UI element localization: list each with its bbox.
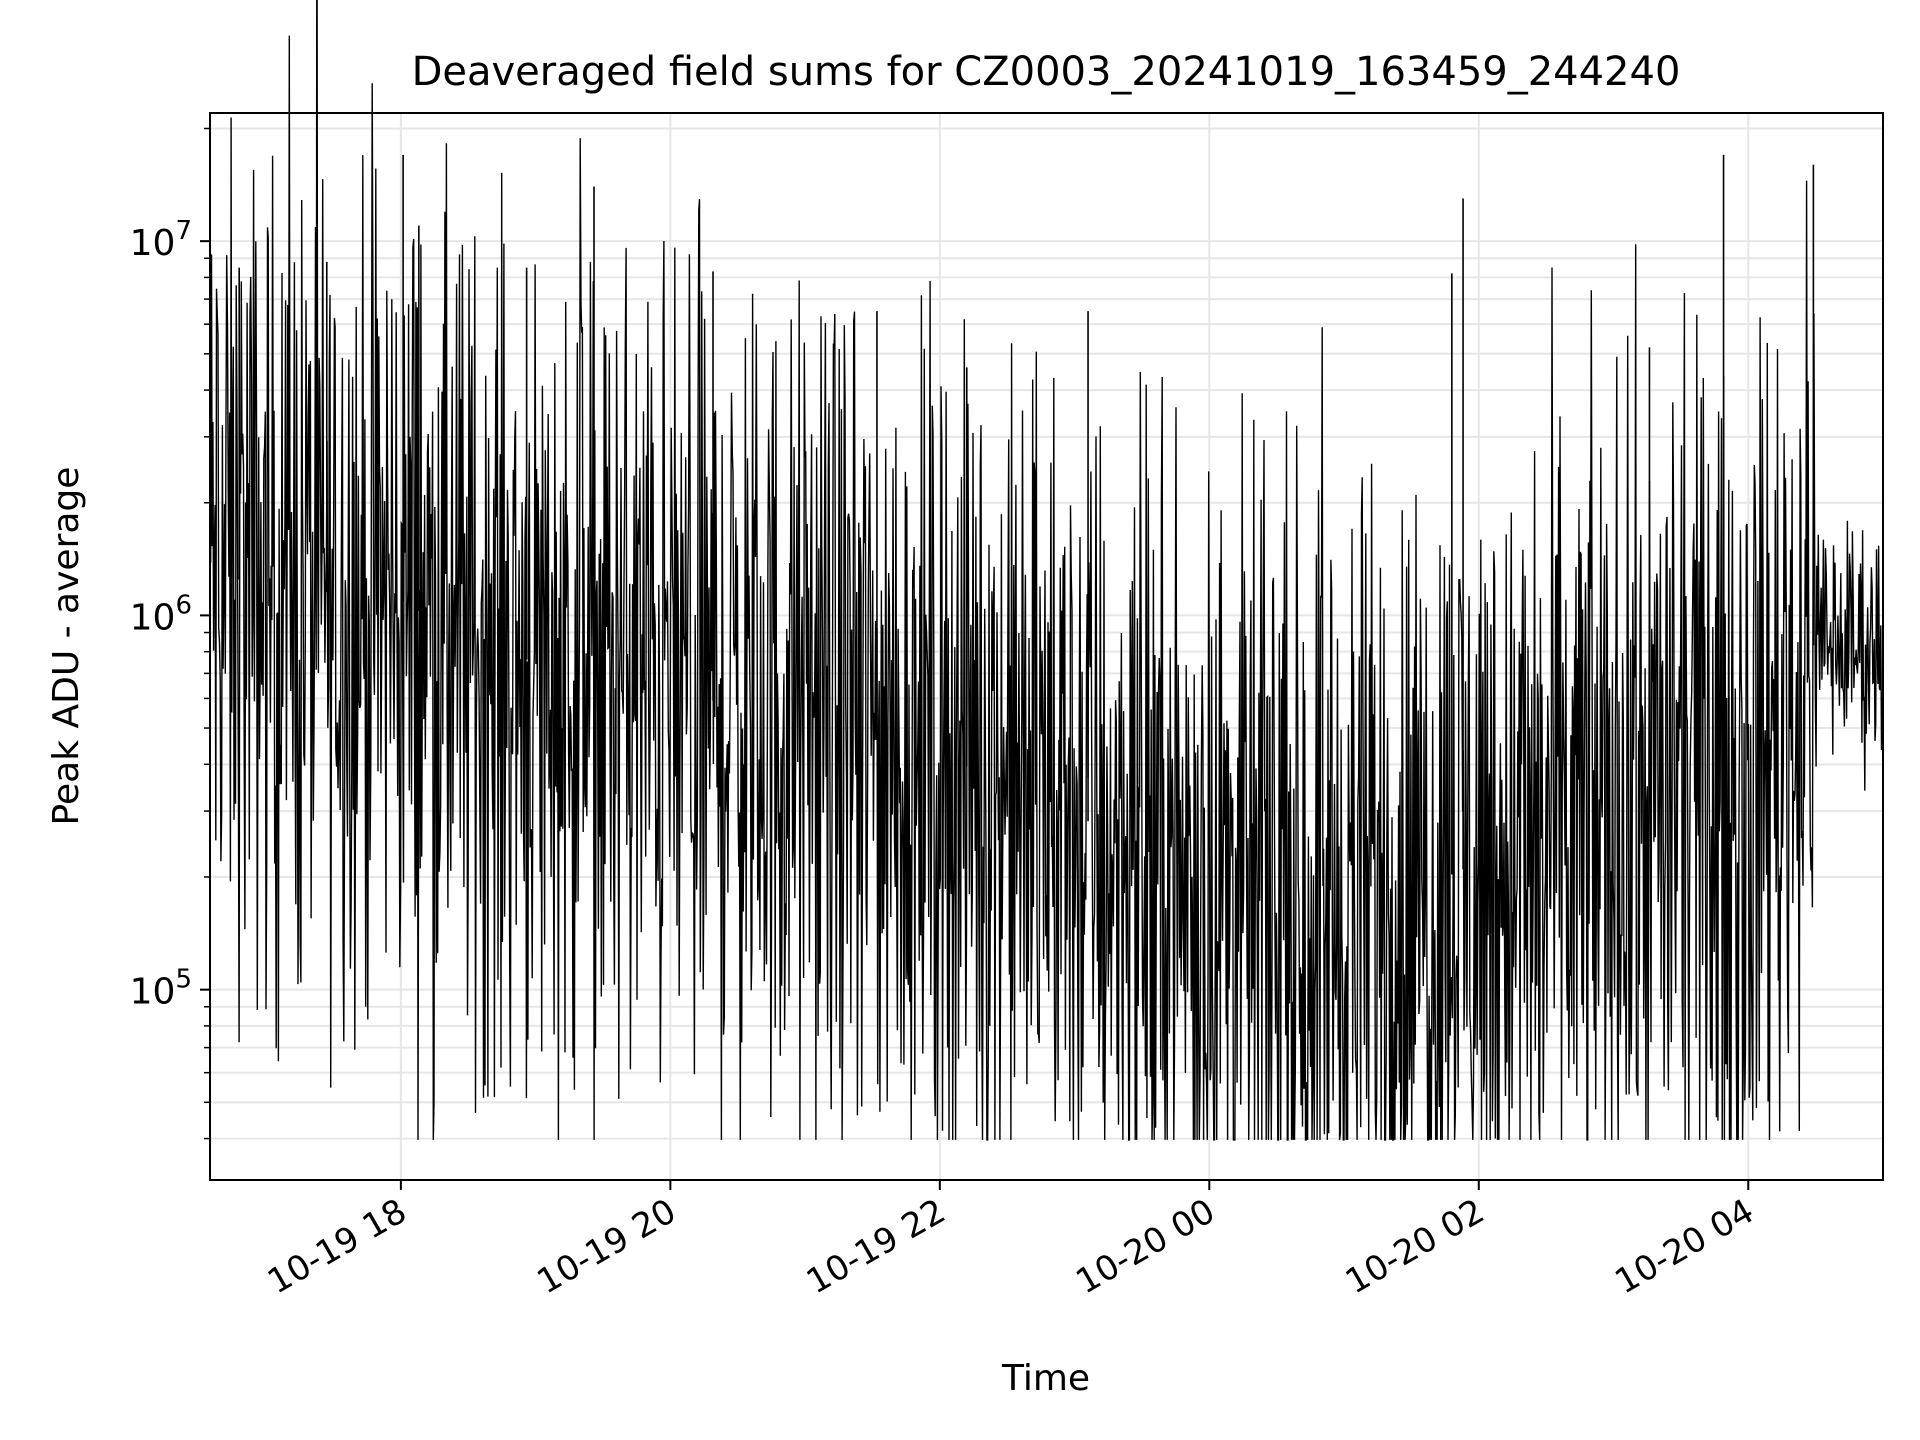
x-tick-labels: 10-19 18 10-19 20 10-19 22 10-20 00 10-20 02…: [261, 1191, 1761, 1302]
axis-ticks: [200, 127, 1750, 1190]
series-line-path: [209, 0, 1884, 1141]
y-tick-label: 106: [130, 590, 192, 638]
x-tick-label: 10-19 20: [530, 1191, 682, 1302]
y-axis-label: Peak ADU - average: [46, 467, 87, 826]
x-tick-label: 10-20 04: [1608, 1191, 1760, 1302]
y-tick-label: 107: [130, 216, 192, 264]
series-line: [209, 0, 1884, 1141]
y-tick-labels: 105 106 107: [130, 216, 192, 1012]
x-tick-label: 10-19 18: [261, 1191, 413, 1302]
plot-frame: [209, 112, 1884, 1181]
x-axis-label: Time: [1001, 1358, 1090, 1399]
chart-title: Deaveraged field sums for CZ0003_2024101…: [412, 49, 1681, 95]
x-tick-label: 10-20 02: [1339, 1191, 1491, 1302]
x-tick-label: 10-19 22: [800, 1191, 952, 1302]
x-tick-label: 10-20 00: [1069, 1191, 1221, 1302]
y-tick-label: 105: [130, 965, 192, 1013]
